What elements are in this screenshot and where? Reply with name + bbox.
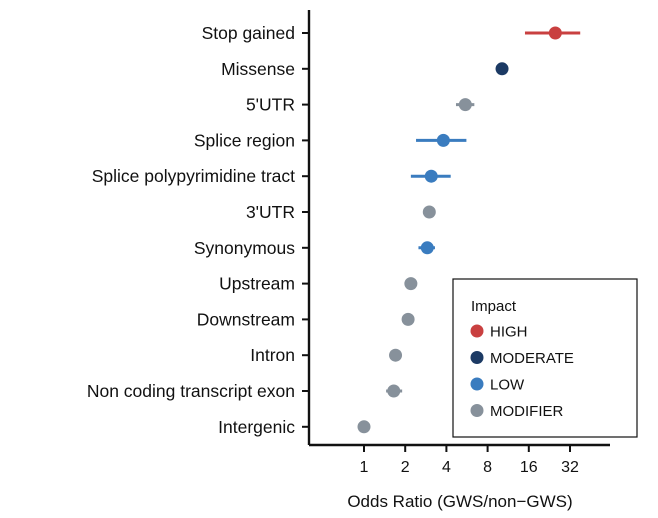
x-tick-label: 8 — [483, 459, 492, 476]
data-point — [495, 62, 509, 76]
data-point — [422, 205, 436, 219]
x-tick-label: 4 — [442, 459, 451, 476]
legend-marker — [470, 404, 484, 417]
data-point — [389, 348, 403, 362]
data-point — [436, 133, 450, 147]
y-tick-label: Splice region — [194, 130, 295, 150]
data-point — [548, 26, 562, 40]
y-tick-label: 3'UTR — [246, 202, 295, 222]
data-point — [424, 169, 438, 183]
data-point — [420, 241, 434, 255]
legend-entry-label: HIGH — [490, 324, 528, 341]
y-tick-label: Intron — [250, 345, 295, 365]
data-point — [387, 384, 401, 398]
legend-title: Impact — [471, 298, 517, 315]
plot-area — [357, 26, 581, 434]
y-tick-label: Synonymous — [194, 238, 295, 258]
legend-marker — [470, 324, 484, 338]
y-tick-label: Splice polypyrimidine tract — [92, 166, 295, 186]
y-tick-label: Missense — [221, 59, 295, 79]
data-point — [401, 312, 415, 326]
legend-entry-label: LOW — [490, 377, 525, 394]
y-tick-label: Downstream — [197, 309, 295, 329]
legend: Impact HIGH MODERATE LOW MODIFIER — [452, 278, 638, 438]
x-tick-label: 1 — [360, 459, 369, 476]
y-axis: Stop gained Missense 5'UTR Splice region Spl… — [87, 10, 311, 445]
x-axis-title: Odds Ratio (GWS/non−GWS) — [347, 492, 572, 511]
y-tick-label: Non coding transcript exon — [87, 381, 295, 401]
y-tick-label: Stop gained — [202, 23, 295, 43]
data-point — [357, 420, 371, 434]
x-axis: 1 2 4 8 16 32 — [309, 443, 610, 476]
data-point — [404, 277, 418, 291]
legend-box — [452, 278, 638, 438]
legend-marker — [470, 377, 484, 391]
x-tick-label: 2 — [401, 459, 410, 476]
legend-marker — [470, 351, 484, 364]
x-tick-label: 16 — [520, 459, 538, 476]
y-tick-label: 5'UTR — [246, 95, 295, 115]
legend-entry-label: MODIFIER — [490, 403, 563, 420]
y-tick-label: Intergenic — [218, 417, 295, 437]
y-tick-label: Upstream — [219, 274, 295, 294]
x-tick-label: 32 — [561, 459, 579, 476]
data-point — [458, 98, 472, 112]
legend-entry-label: MODERATE — [490, 350, 574, 367]
